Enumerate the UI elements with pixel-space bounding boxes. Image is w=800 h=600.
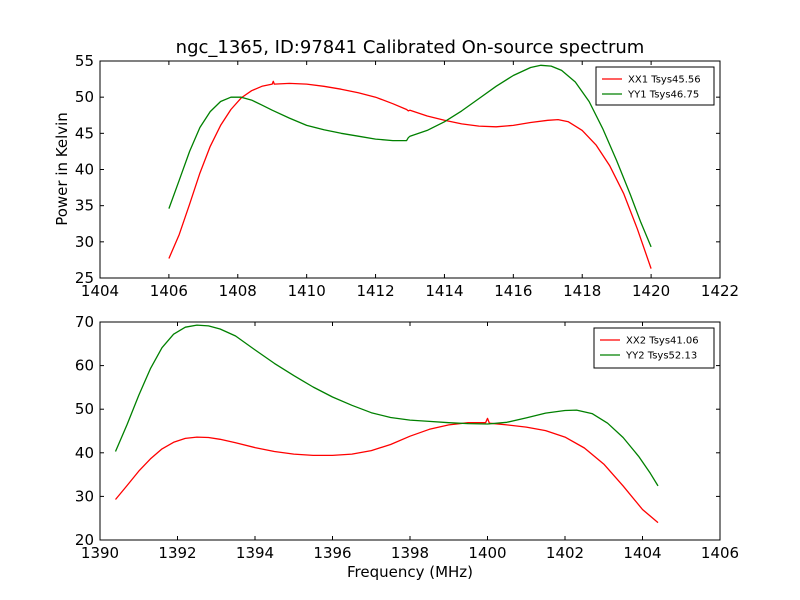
top-panel: Power in Kelvin 1404 1406 1408 1410 1412 1414… <box>53 52 739 300</box>
bottom-x-tick-label: 1394 <box>236 544 274 562</box>
top-legend-box <box>595 66 715 106</box>
top-series-group <box>168 64 652 269</box>
bottom-legend-entry-1: XX2 Tsys41.06 <box>626 336 699 347</box>
bottom-x-tick-label: 1398 <box>391 544 429 562</box>
top-x-tick-label: 1422 <box>701 282 739 300</box>
top-x-tick-label: 1410 <box>288 282 326 300</box>
bottom-x-tick-label: 1392 <box>158 544 196 562</box>
top-x-tick-label: 1412 <box>356 282 394 300</box>
top-x-tick-label: 1406 <box>150 282 188 300</box>
bottom-series-group <box>114 324 659 524</box>
bottom-x-tick-label: 1400 <box>468 544 506 562</box>
top-y-tick-label: 25 <box>75 269 94 287</box>
top-y-tick-label: 35 <box>75 197 94 215</box>
top-y-tick-label: 40 <box>75 161 94 179</box>
top-y-tick-label: 50 <box>75 88 94 106</box>
bottom-y-tick-label: 70 <box>75 313 94 331</box>
bottom-x-tick-label: 1390 <box>81 544 119 562</box>
top-x-tick-label: 1408 <box>219 282 257 300</box>
bottom-series-line-2 <box>114 324 659 487</box>
top-x-tick-label: 1416 <box>494 282 532 300</box>
bottom-x-tick-label: 1396 <box>313 544 351 562</box>
bottom-legend: XX2 Tsys41.06 YY2 Tsys52.13 <box>593 327 715 369</box>
top-legend-entry-2: YY1 Tsys46.75 <box>627 90 699 101</box>
top-y-tick-label: 45 <box>75 124 94 142</box>
bottom-legend-box <box>593 327 715 369</box>
top-series-line-2 <box>168 64 652 248</box>
bottom-x-axis-label: Frequency (MHz) <box>347 563 473 581</box>
bottom-series-line-1 <box>114 417 659 524</box>
top-legend: XX1 Tsys45.56 YY1 Tsys46.75 <box>595 66 715 106</box>
top-x-tick-label: 1404 <box>81 282 119 300</box>
bottom-y-tick-label: 60 <box>75 357 94 375</box>
bottom-x-tick-label: 1406 <box>701 544 739 562</box>
bottom-panel: Frequency (MHz) 1390 1392 1394 1396 1398 1400… <box>75 313 739 581</box>
bottom-y-tick-label: 20 <box>75 531 94 549</box>
bottom-y-tick-label: 40 <box>75 444 94 462</box>
top-x-tick-label: 1420 <box>632 282 670 300</box>
top-x-tick-label: 1418 <box>563 282 601 300</box>
bottom-x-tick-label: 1402 <box>546 544 584 562</box>
top-y-tick-label: 30 <box>75 233 94 251</box>
figure-title: ngc_1365, ID:97841 Calibrated On-source … <box>176 37 645 58</box>
bottom-y-tick-label: 50 <box>75 400 94 418</box>
top-y-tick-label: 55 <box>75 52 94 70</box>
top-series-line-1 <box>168 80 652 269</box>
bottom-y-tick-label: 30 <box>75 487 94 505</box>
bottom-x-tick-label: 1404 <box>623 544 661 562</box>
top-y-axis-label: Power in Kelvin <box>53 112 71 226</box>
bottom-legend-entry-2: YY2 Tsys52.13 <box>625 351 697 362</box>
top-x-tick-label: 1414 <box>425 282 463 300</box>
top-legend-entry-1: XX1 Tsys45.56 <box>628 75 701 86</box>
